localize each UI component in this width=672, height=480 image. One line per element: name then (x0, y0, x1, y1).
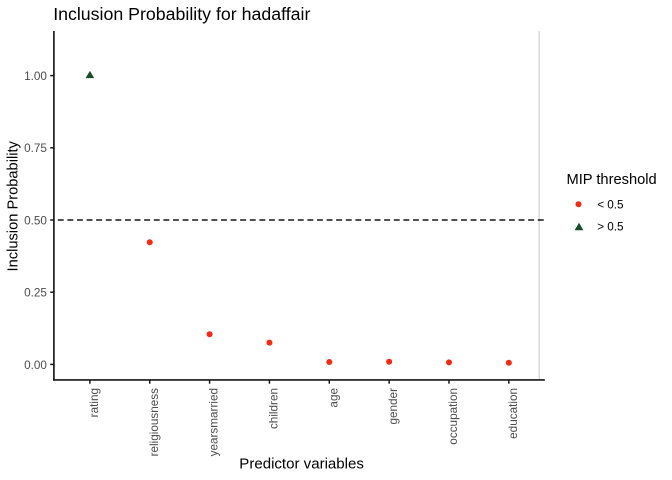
svg-text:0.25: 0.25 (24, 287, 47, 300)
svg-text:0.50: 0.50 (24, 214, 47, 227)
svg-text:rating: rating (88, 388, 101, 417)
svg-text:0.00: 0.00 (24, 359, 47, 372)
svg-text:religiousness: religiousness (148, 388, 161, 457)
svg-text:yearsmarried: yearsmarried (208, 388, 221, 456)
svg-text:age: age (327, 388, 340, 408)
svg-text:gender: gender (387, 388, 400, 425)
svg-text:MIP threshold: MIP threshold (567, 172, 657, 188)
svg-text:children: children (267, 388, 280, 429)
svg-text:occupation: occupation (447, 388, 460, 445)
svg-text:1.00: 1.00 (24, 70, 47, 83)
svg-text:0.75: 0.75 (24, 142, 47, 155)
svg-text:Inclusion Probability: Inclusion Probability (6, 140, 22, 271)
svg-text:> 0.5: > 0.5 (597, 221, 624, 234)
svg-text:Predictor variables: Predictor variables (239, 455, 364, 472)
svg-text:Inclusion Probability for hada: Inclusion Probability for hadaffair (53, 4, 310, 24)
svg-text:< 0.5: < 0.5 (597, 199, 624, 212)
svg-text:education: education (507, 388, 520, 439)
